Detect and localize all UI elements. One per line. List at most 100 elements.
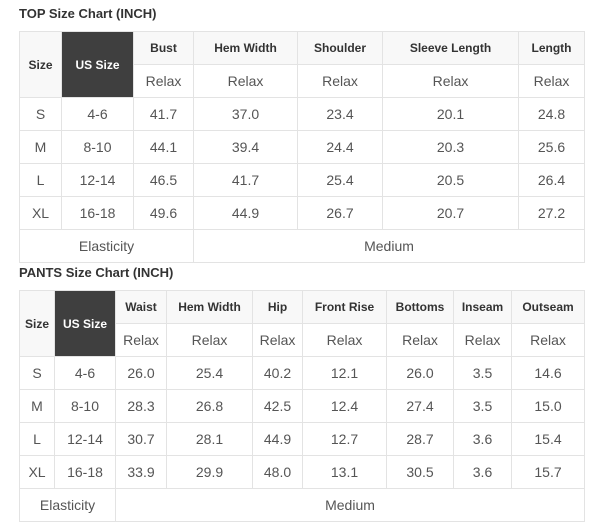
measurement-cell: 12.4 bbox=[302, 389, 387, 423]
measurement-cell: 28.7 bbox=[386, 422, 454, 456]
column-header: Length bbox=[518, 31, 585, 65]
us-size-cell: 12-14 bbox=[54, 422, 116, 456]
measurement-cell: 20.7 bbox=[382, 196, 519, 230]
measurement-cell: 30.7 bbox=[115, 422, 167, 456]
measurement-cell: 15.4 bbox=[511, 422, 585, 456]
us-size-cell: 8-10 bbox=[54, 389, 116, 423]
elasticity-value: Medium bbox=[193, 229, 585, 263]
relax-label: Relax bbox=[297, 64, 383, 98]
table-row: M 8-10 44.1 39.4 24.4 20.3 25.6 bbox=[19, 130, 585, 164]
relax-label: Relax bbox=[193, 64, 298, 98]
measurement-cell: 14.6 bbox=[511, 356, 585, 390]
size-cell: M bbox=[19, 130, 62, 164]
measurement-cell: 26.0 bbox=[386, 356, 454, 390]
column-header: Bust bbox=[133, 31, 194, 65]
measurement-cell: 25.4 bbox=[166, 356, 253, 390]
table-row: L 12-14 30.7 28.1 44.9 12.7 28.7 3.6 15.4 bbox=[19, 422, 585, 456]
elasticity-row: Elasticity Medium bbox=[19, 229, 585, 263]
measurement-cell: 26.7 bbox=[297, 196, 383, 230]
relax-label: Relax bbox=[386, 323, 454, 357]
measurement-cell: 24.8 bbox=[518, 97, 585, 131]
measurement-cell: 20.5 bbox=[382, 163, 519, 197]
measurement-cell: 25.4 bbox=[297, 163, 383, 197]
elasticity-label: Elasticity bbox=[19, 229, 194, 263]
column-header: Sleeve Length bbox=[382, 31, 519, 65]
size-cell: S bbox=[19, 356, 55, 390]
measurement-cell: 28.1 bbox=[166, 422, 253, 456]
column-header: Front Rise bbox=[302, 290, 387, 324]
table-row: S 4-6 41.7 37.0 23.4 20.1 24.8 bbox=[19, 97, 585, 131]
measurement-cell: 23.4 bbox=[297, 97, 383, 131]
measurement-cell: 25.6 bbox=[518, 130, 585, 164]
measurement-cell: 29.9 bbox=[166, 455, 253, 489]
relax-label: Relax bbox=[518, 64, 585, 98]
pants-size-table: Size US Size Waist Hem Width Hip Front Rise Bo… bbox=[19, 290, 585, 522]
relax-label: Relax bbox=[302, 323, 387, 357]
measurement-cell: 24.4 bbox=[297, 130, 383, 164]
measurement-cell: 42.5 bbox=[252, 389, 303, 423]
relax-label: Relax bbox=[382, 64, 519, 98]
header-row: Size US Size Bust Hem Width Shoulder Sleeve L… bbox=[19, 31, 585, 98]
elasticity-label: Elasticity bbox=[19, 488, 116, 522]
size-header: Size bbox=[19, 31, 62, 98]
measurement-cell: 44.9 bbox=[252, 422, 303, 456]
us-size-header: US Size bbox=[61, 31, 134, 98]
column-header: Outseam bbox=[511, 290, 585, 324]
elasticity-row: Elasticity Medium bbox=[19, 488, 585, 522]
top-chart-title: TOP Size Chart (INCH) bbox=[19, 6, 157, 21]
table-row: L 12-14 46.5 41.7 25.4 20.5 26.4 bbox=[19, 163, 585, 197]
table-row: M 8-10 28.3 26.8 42.5 12.4 27.4 3.5 15.0 bbox=[19, 389, 585, 423]
measurement-cell: 13.1 bbox=[302, 455, 387, 489]
measurement-cell: 27.2 bbox=[518, 196, 585, 230]
us-size-cell: 16-18 bbox=[54, 455, 116, 489]
size-cell: XL bbox=[19, 455, 55, 489]
measurement-cell: 37.0 bbox=[193, 97, 298, 131]
measurement-cell: 33.9 bbox=[115, 455, 167, 489]
column-header: Hem Width bbox=[193, 31, 298, 65]
relax-label: Relax bbox=[252, 323, 303, 357]
relax-label: Relax bbox=[115, 323, 167, 357]
measurement-cell: 27.4 bbox=[386, 389, 454, 423]
pants-chart-title: PANTS Size Chart (INCH) bbox=[19, 265, 174, 280]
column-header: Bottoms bbox=[386, 290, 454, 324]
measurement-cell: 46.5 bbox=[133, 163, 194, 197]
measurement-cell: 26.4 bbox=[518, 163, 585, 197]
measurement-cell: 49.6 bbox=[133, 196, 194, 230]
relax-label: Relax bbox=[453, 323, 512, 357]
size-cell: L bbox=[19, 163, 62, 197]
measurement-cell: 44.1 bbox=[133, 130, 194, 164]
measurement-cell: 26.8 bbox=[166, 389, 253, 423]
measurement-cell: 40.2 bbox=[252, 356, 303, 390]
measurement-cell: 41.7 bbox=[133, 97, 194, 131]
measurement-cell: 39.4 bbox=[193, 130, 298, 164]
us-size-cell: 4-6 bbox=[54, 356, 116, 390]
measurement-cell: 20.3 bbox=[382, 130, 519, 164]
column-header: Waist bbox=[115, 290, 167, 324]
measurement-cell: 26.0 bbox=[115, 356, 167, 390]
us-size-cell: 4-6 bbox=[61, 97, 134, 131]
measurement-cell: 28.3 bbox=[115, 389, 167, 423]
measurement-cell: 15.0 bbox=[511, 389, 585, 423]
measurement-cell: 3.5 bbox=[453, 389, 512, 423]
sub-header-row: Relax Relax Relax Relax Relax bbox=[20, 64, 585, 98]
size-cell: XL bbox=[19, 196, 62, 230]
measurement-cell: 41.7 bbox=[193, 163, 298, 197]
table-row: S 4-6 26.0 25.4 40.2 12.1 26.0 3.5 14.6 bbox=[19, 356, 585, 390]
size-cell: M bbox=[19, 389, 55, 423]
elasticity-value: Medium bbox=[115, 488, 585, 522]
measurement-cell: 30.5 bbox=[386, 455, 454, 489]
size-header: Size bbox=[19, 290, 55, 357]
column-header: Hip bbox=[252, 290, 303, 324]
us-size-cell: 12-14 bbox=[61, 163, 134, 197]
top-size-table: Size US Size Bust Hem Width Shoulder Sleeve L… bbox=[19, 31, 585, 263]
column-header: Hem Width bbox=[166, 290, 253, 324]
measurement-cell: 48.0 bbox=[252, 455, 303, 489]
size-cell: S bbox=[19, 97, 62, 131]
sub-header-row: Relax Relax Relax Relax Relax Relax Relax bbox=[20, 323, 585, 357]
measurement-cell: 15.7 bbox=[511, 455, 585, 489]
table-row: XL 16-18 33.9 29.9 48.0 13.1 30.5 3.6 15.7 bbox=[19, 455, 585, 489]
relax-label: Relax bbox=[166, 323, 253, 357]
column-header: Shoulder bbox=[297, 31, 383, 65]
us-size-header: US Size bbox=[54, 290, 116, 357]
header-row: Size US Size Waist Hem Width Hip Front Rise Bo… bbox=[19, 290, 585, 357]
